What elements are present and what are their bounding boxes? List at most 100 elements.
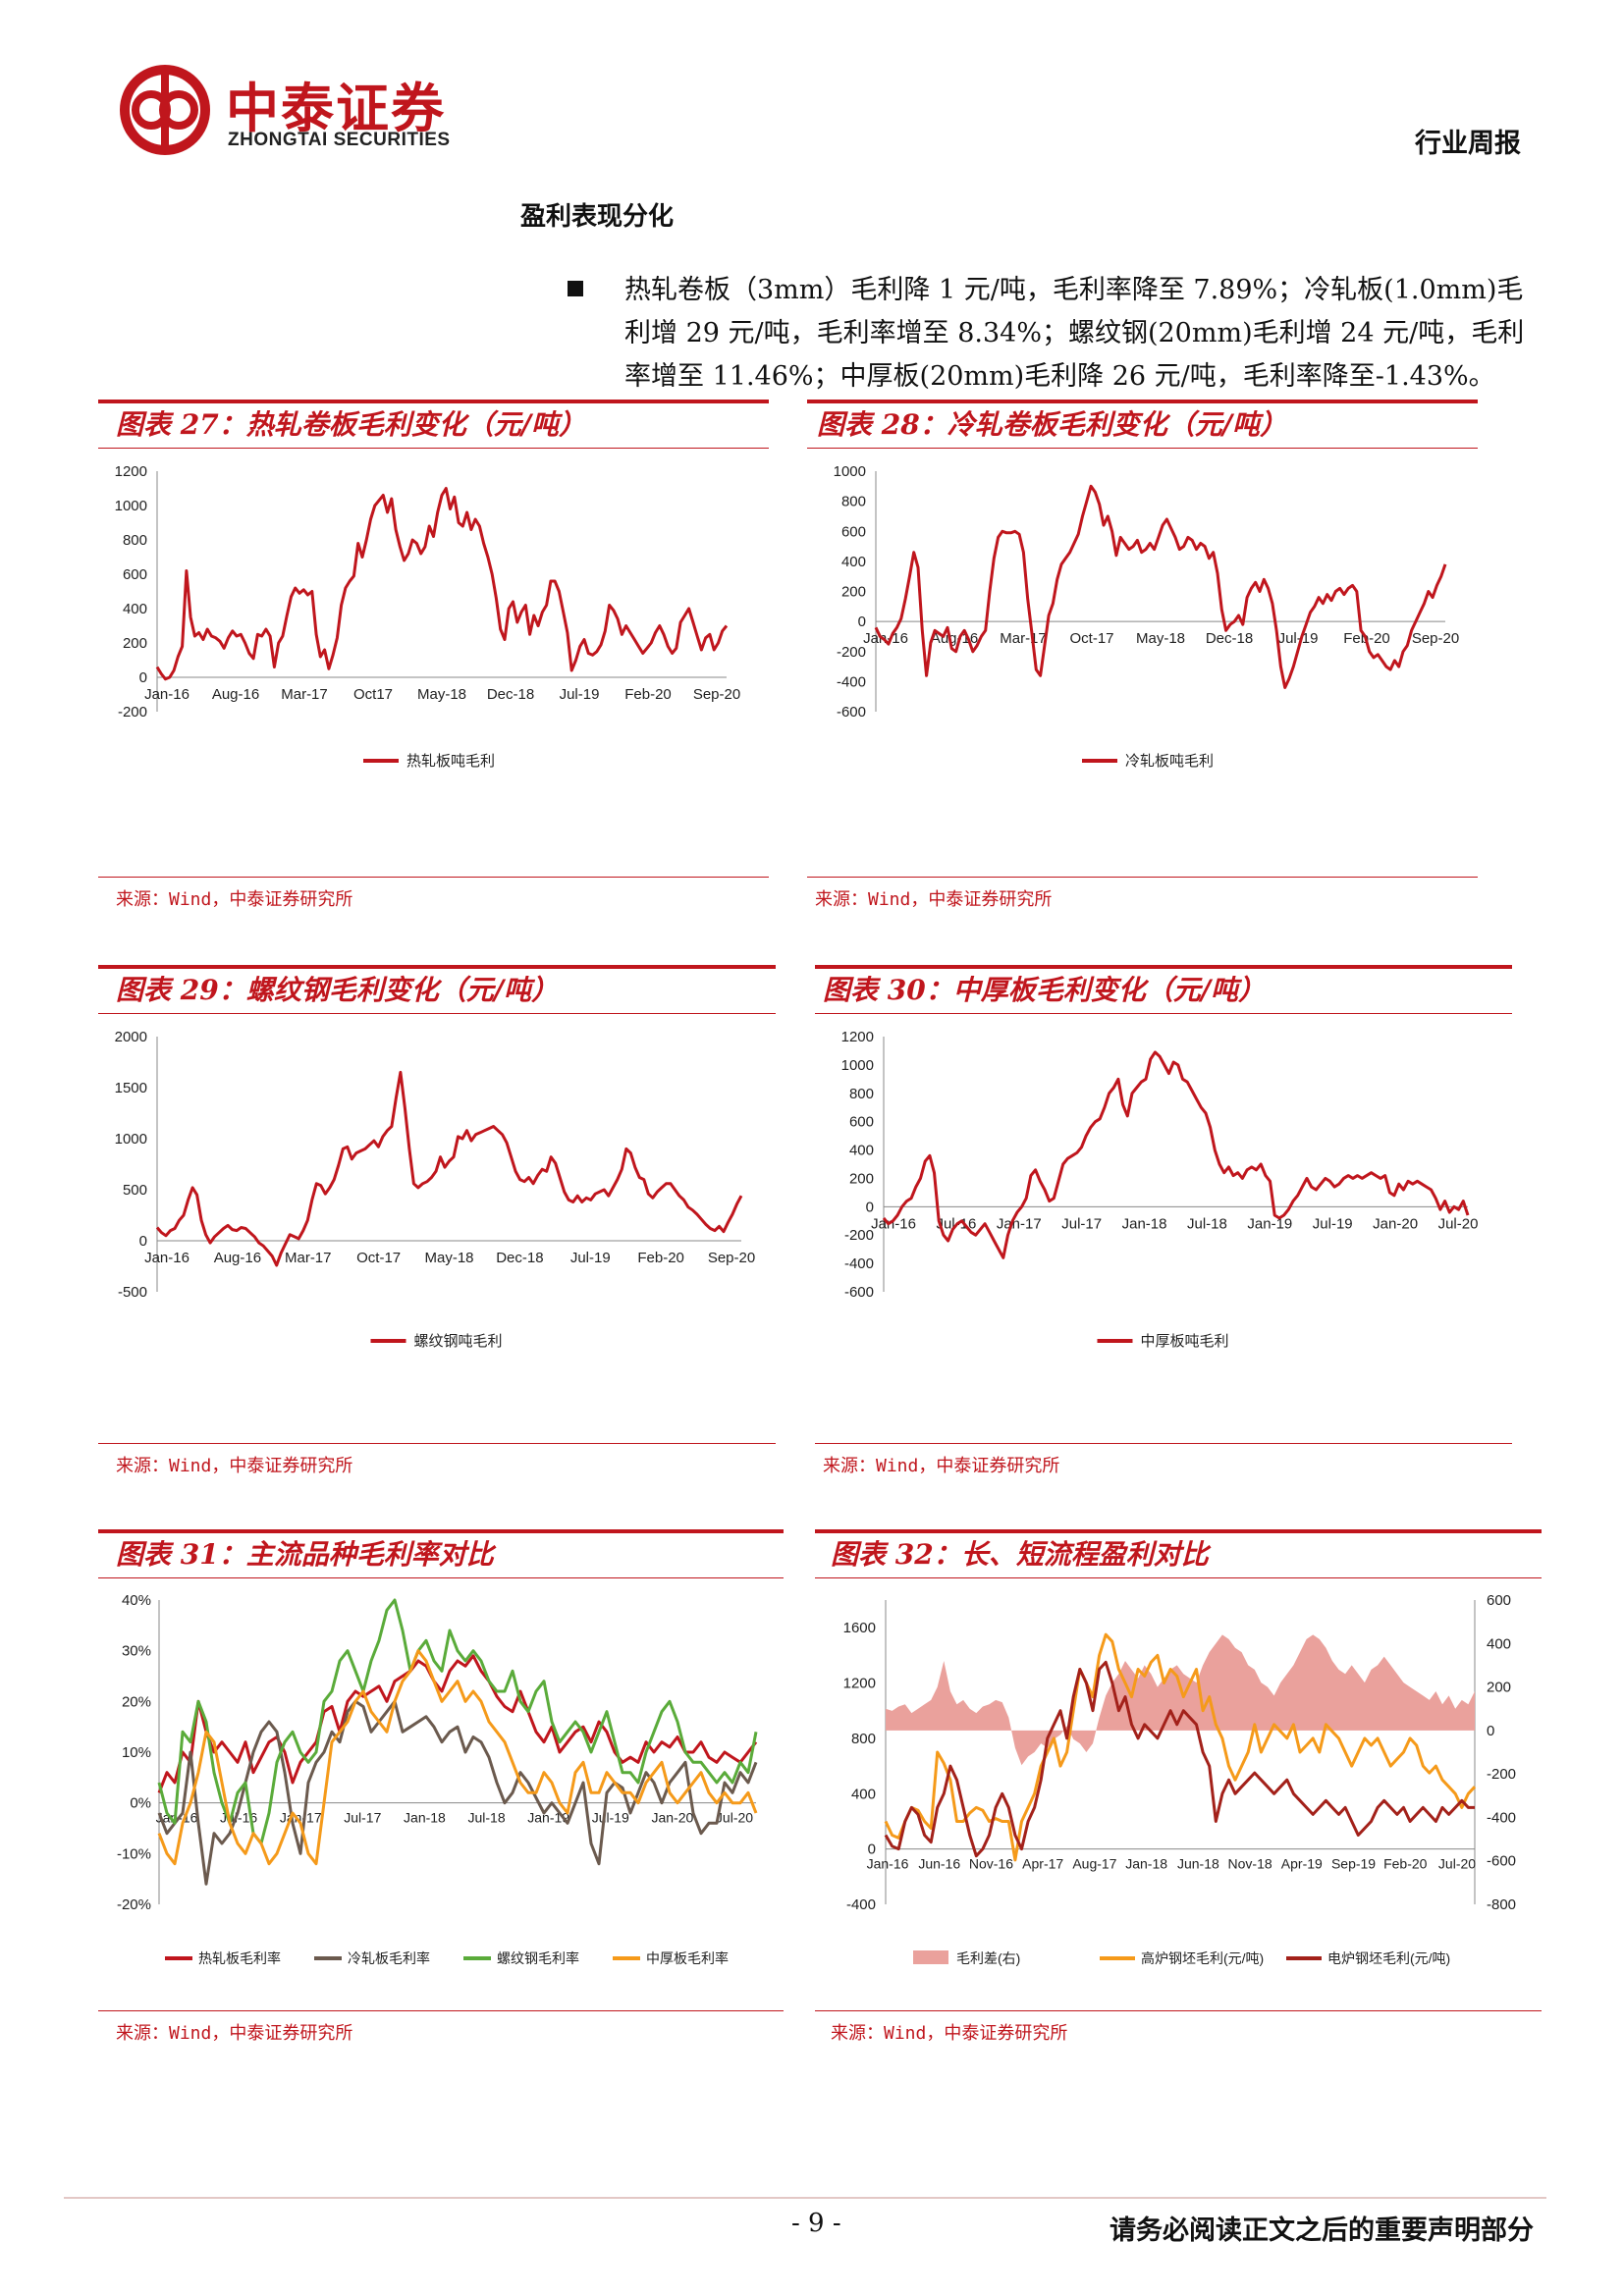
y-tick-label: 400 xyxy=(841,554,866,570)
x-tick-label: May-18 xyxy=(424,1250,473,1266)
x-tick-label: Jan-16 xyxy=(867,1856,909,1872)
zhongtai-logo-icon xyxy=(120,65,210,155)
series-line xyxy=(884,1660,1475,1858)
y-tick-label: -20% xyxy=(117,1896,151,1913)
x-tick-label: Sep-20 xyxy=(693,686,740,703)
chart-29-plot: -500 0 500 1000 1500 2000 Jan-16 Aug-16 Mar-17 Oc… xyxy=(115,1029,756,1350)
x-tick-label: Jan-17 xyxy=(997,1215,1042,1232)
y-tick-label: 200 xyxy=(123,635,147,652)
x-tick-label: Jun-16 xyxy=(918,1856,960,1872)
y-tick-label: 40% xyxy=(122,1592,151,1609)
y-tick-label: 0% xyxy=(130,1795,151,1812)
y-tick-label: 0 xyxy=(139,1233,147,1250)
bullet-square-icon xyxy=(568,281,583,296)
chart-28-header xyxy=(807,400,1478,449)
series-area xyxy=(886,1634,1475,1766)
y-tick-label: 1000 xyxy=(115,498,147,514)
x-tick-label: Jul-19 xyxy=(592,1810,629,1826)
y-tick-label: 1200 xyxy=(115,463,147,480)
chart-29-source: 来源：Wind，中泰证券研究所 xyxy=(116,1456,353,1476)
chart-29-title: 图表 29：螺纹钢毛利变化（元/吨） xyxy=(116,974,559,1006)
chart-27-source-divider xyxy=(98,877,769,878)
y-tick-label: -200 xyxy=(837,644,866,661)
y-tick-label: 1500 xyxy=(115,1080,147,1096)
chart-28-source: 来源：Wind，中泰证券研究所 xyxy=(815,889,1053,910)
report-type: 行业周报 xyxy=(1415,129,1521,159)
y-tick-label: 600 xyxy=(123,566,147,583)
y-tick-label: 1000 xyxy=(834,463,866,480)
x-tick-label: Sep-19 xyxy=(1331,1856,1376,1872)
x-tick-label: Jul-17 xyxy=(1061,1215,1102,1232)
y-tick-label: -500 xyxy=(118,1284,147,1301)
x-tick-label: Feb-20 xyxy=(624,686,672,703)
y-tick-label: -10% xyxy=(117,1845,151,1862)
y-tick-label-right: 600 xyxy=(1487,1592,1511,1609)
x-tick-label: Jul-18 xyxy=(467,1810,505,1826)
chart-27-source: 来源：Wind，中泰证券研究所 xyxy=(116,889,353,910)
x-tick-label: Jan-18 xyxy=(404,1810,446,1826)
series-line xyxy=(874,484,1447,689)
chart-28-title: 图表 28：冷轧卷板毛利变化（元/吨） xyxy=(817,408,1287,441)
x-tick-label: Jan-18 xyxy=(1125,1856,1167,1872)
x-tick-label: Nov-16 xyxy=(969,1856,1013,1872)
footer-disclaimer: 请务必阅读正文之后的重要声明部分 xyxy=(1110,2216,1534,2246)
page-number: - 9 - xyxy=(791,2209,841,2238)
chart-28-source-divider xyxy=(807,877,1478,878)
y-tick-label-left: 800 xyxy=(851,1731,876,1747)
series-line xyxy=(155,487,729,681)
legend-label: 热轧板吨毛利 xyxy=(406,752,495,770)
y-tick-label: 1000 xyxy=(115,1131,147,1148)
y-tick-label: -400 xyxy=(837,673,866,690)
series-line xyxy=(157,1699,758,1886)
x-tick-label: Jul-20 xyxy=(716,1810,753,1826)
y-tick-label-left: 400 xyxy=(851,1786,876,1802)
x-tick-label: Oct-17 xyxy=(356,1250,401,1266)
y-tick-label: 200 xyxy=(841,584,866,601)
summary-paragraph: 热轧卷板（3mm）毛利降 1 元/吨，毛利率降至 7.89%；冷轧板(1.0mm… xyxy=(624,275,1525,392)
y-tick-label-right: 400 xyxy=(1487,1635,1511,1652)
x-tick-label: Jul-19 xyxy=(560,686,600,703)
y-tick-label: 600 xyxy=(841,523,866,540)
x-tick-label: May-18 xyxy=(1136,630,1185,647)
logo-chinese-name: 中泰证券 xyxy=(226,78,446,139)
y-tick-label-right: -800 xyxy=(1487,1896,1516,1913)
chart-30-plot: -600 -400 -200 0 200 400 600 800 1000 1200 Jan-16 J… xyxy=(841,1029,1479,1350)
legend-label: 螺纹钢吨毛利 xyxy=(414,1333,503,1350)
y-tick-label-right: -200 xyxy=(1487,1766,1516,1783)
chart-30-source: 来源：Wind，中泰证券研究所 xyxy=(823,1456,1060,1476)
logo-english-name: ZHONGTAI SECURITIES xyxy=(228,130,451,150)
y-tick-label-left: 0 xyxy=(868,1842,876,1858)
x-tick-label: Jul-18 xyxy=(1187,1215,1227,1232)
x-tick-label: Jul-19 xyxy=(570,1250,611,1266)
series-line xyxy=(157,1649,758,1866)
chart-31-header xyxy=(98,1529,784,1578)
x-tick-label: Feb-20 xyxy=(637,1250,684,1266)
chart-32-source: 来源：Wind，中泰证券研究所 xyxy=(831,2023,1068,2044)
legend-label: 冷轧板毛利率 xyxy=(348,1950,430,1966)
y-tick-label: 800 xyxy=(123,532,147,549)
legend-label: 中厚板吨毛利 xyxy=(1141,1332,1229,1350)
chart-29-source-divider xyxy=(98,1443,776,1444)
y-tick-label-right: 0 xyxy=(1487,1723,1494,1739)
x-tick-label: Oct17 xyxy=(353,686,393,703)
x-tick-label: Sep-20 xyxy=(1412,630,1459,647)
y-tick-label: -400 xyxy=(844,1255,874,1272)
x-tick-label: May-18 xyxy=(417,686,466,703)
series-line xyxy=(884,1632,1477,1862)
chart-31-source: 来源：Wind，中泰证券研究所 xyxy=(116,2023,353,2044)
y-tick-label: 30% xyxy=(122,1643,151,1660)
series-line xyxy=(157,1598,758,1845)
chart-27-plot: -200 0 200 400 600 800 1000 1200 Jan-16 Aug-16 Mar… xyxy=(115,463,741,770)
chart-27-header xyxy=(98,400,769,449)
chart-30-title: 图表 30：中厚板毛利变化（元/吨） xyxy=(823,974,1266,1006)
y-tick-label-right: -600 xyxy=(1487,1853,1516,1870)
x-tick-label: Mar-17 xyxy=(281,686,328,703)
x-tick-label: Dec-18 xyxy=(496,1250,543,1266)
x-tick-label: Jan-18 xyxy=(1122,1215,1167,1232)
x-tick-label: Jun-18 xyxy=(1177,1856,1219,1872)
chart-31-title: 图表 31：主流品种毛利率对比 xyxy=(116,1538,494,1571)
legend-label: 高炉钢坯毛利(元/吨) xyxy=(1141,1950,1264,1966)
y-tick-label: 1200 xyxy=(841,1029,874,1045)
y-tick-label: 0 xyxy=(866,1199,874,1215)
